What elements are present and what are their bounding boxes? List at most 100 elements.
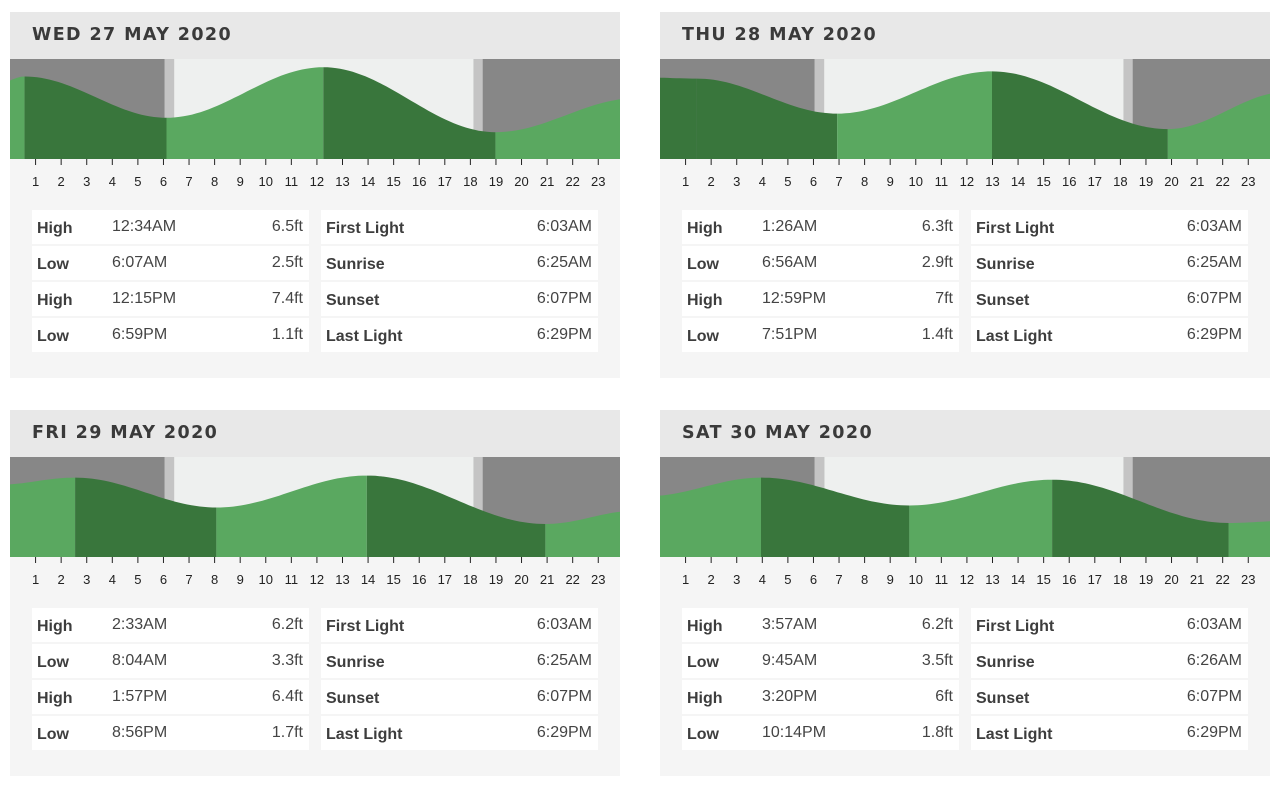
sun-row: Sunrise 6:25AM bbox=[971, 246, 1248, 280]
tide-time: 6:56AM bbox=[762, 254, 818, 271]
tide-type: High bbox=[687, 292, 723, 309]
tide-row: High 12:34AM 6.5ft bbox=[32, 210, 309, 244]
rising-tide-area bbox=[495, 99, 620, 159]
rising-tide-area bbox=[166, 67, 324, 159]
x-tick-label: 16 bbox=[412, 572, 426, 587]
x-tick-label: 1 bbox=[32, 572, 39, 587]
x-tick-label: 15 bbox=[1036, 174, 1050, 189]
tide-time: 6:59PM bbox=[112, 326, 168, 343]
falling-tide-area bbox=[366, 475, 546, 557]
tide-chart: 1 2 3 4 5 6 7 8 9 10 11 12 13 14 15 16 17 18 19 20 21 22 23 bbox=[10, 59, 620, 189]
tide-time: 12:34AM bbox=[112, 218, 177, 235]
sun-table: First Light 6:03AM Sunrise 6:25AM Sunset 6:… bbox=[971, 210, 1248, 354]
sun-label: Sunset bbox=[976, 690, 1030, 707]
tide-time: 12:59PM bbox=[762, 290, 827, 307]
x-tick-label: 7 bbox=[185, 572, 192, 587]
tide-time: 1:26AM bbox=[762, 218, 818, 235]
day-card: SAT 30 MAY 2020 1 2 3 4 5 6 7 8 9 10 11 12 13 14 15 16 1… bbox=[660, 410, 1270, 776]
x-tick-label: 12 bbox=[960, 174, 974, 189]
x-tick-label: 14 bbox=[361, 572, 375, 587]
x-tick-label: 15 bbox=[386, 572, 400, 587]
sun-row: Sunset 6:07PM bbox=[971, 282, 1248, 316]
x-tick-label: 20 bbox=[514, 174, 528, 189]
x-tick-label: 4 bbox=[109, 572, 116, 587]
rising-tide-area bbox=[216, 475, 367, 557]
sun-label: Sunset bbox=[326, 292, 380, 309]
dusk-twilight-band bbox=[1123, 59, 1133, 159]
x-tick-label: 11 bbox=[285, 572, 299, 587]
x-tick-label: 17 bbox=[1088, 572, 1102, 587]
x-tick-label: 11 bbox=[935, 572, 949, 587]
x-tick-label: 14 bbox=[361, 174, 375, 189]
x-tick-label: 7 bbox=[835, 572, 842, 587]
tide-type: Low bbox=[37, 256, 69, 273]
x-tick-label: 18 bbox=[1113, 572, 1127, 587]
tide-row: High 1:26AM 6.3ft bbox=[682, 210, 959, 244]
rising-tide-area bbox=[10, 477, 76, 557]
x-tick-label: 22 bbox=[1215, 572, 1229, 587]
sun-label: Sunrise bbox=[326, 654, 385, 671]
sun-label: Sunset bbox=[326, 690, 380, 707]
x-tick-label: 2 bbox=[58, 174, 65, 189]
x-tick-label: 5 bbox=[784, 572, 791, 587]
tide-row: Low 7:51PM 1.4ft bbox=[682, 318, 959, 352]
x-tick-label: 4 bbox=[109, 174, 116, 189]
falling-tide-area bbox=[761, 477, 910, 557]
tide-row: Low 6:59PM 1.1ft bbox=[32, 318, 309, 352]
sun-time: 6:25AM bbox=[536, 254, 592, 271]
tide-height: 6.4ft bbox=[271, 688, 303, 705]
tide-type: High bbox=[687, 220, 723, 237]
sun-row: Last Light 6:29PM bbox=[971, 716, 1248, 750]
sun-time: 6:03AM bbox=[536, 218, 592, 235]
sun-label: First Light bbox=[976, 220, 1055, 237]
x-tick-label: 13 bbox=[335, 174, 349, 189]
sun-time: 6:07PM bbox=[536, 290, 592, 307]
tide-table: High 12:34AM 6.5ft Low 6:07AM 2.5ft High 12:1… bbox=[32, 210, 309, 354]
x-tick-label: 1 bbox=[32, 174, 39, 189]
sun-label: Sunset bbox=[976, 292, 1030, 309]
falling-tide-area bbox=[323, 67, 496, 159]
x-tick-label: 6 bbox=[160, 572, 167, 587]
tide-table: High 1:26AM 6.3ft Low 6:56AM 2.9ft High 12:59… bbox=[682, 210, 959, 354]
sun-time: 6:07PM bbox=[536, 688, 592, 705]
x-tick-label: 3 bbox=[733, 572, 740, 587]
tide-row: Low 8:04AM 3.3ft bbox=[32, 644, 309, 678]
sun-row: Sunset 6:07PM bbox=[321, 282, 598, 316]
x-tick-label: 8 bbox=[861, 174, 868, 189]
sun-table: First Light 6:03AM Sunrise 6:25AM Sunset 6:… bbox=[321, 210, 598, 354]
tide-row: High 12:15PM 7.4ft bbox=[32, 282, 309, 316]
tide-type: High bbox=[687, 618, 723, 635]
tide-row: High 12:59PM 7ft bbox=[682, 282, 959, 316]
dawn-twilight-band bbox=[164, 59, 175, 159]
sun-time: 6:25AM bbox=[1186, 254, 1242, 271]
x-tick-label: 14 bbox=[1011, 174, 1025, 189]
x-tick-label: 14 bbox=[1011, 572, 1025, 587]
sun-label: Last Light bbox=[326, 726, 403, 743]
x-tick-label: 9 bbox=[237, 174, 244, 189]
rising-tide-area bbox=[1228, 521, 1270, 557]
x-tick-label: 22 bbox=[565, 174, 579, 189]
dawn-twilight-band bbox=[814, 59, 825, 159]
tide-type: High bbox=[37, 618, 73, 635]
x-tick-label: 19 bbox=[489, 174, 503, 189]
sun-time: 6:29PM bbox=[536, 724, 592, 741]
tide-row: Low 6:07AM 2.5ft bbox=[32, 246, 309, 280]
x-tick-label: 19 bbox=[1139, 572, 1153, 587]
x-tick-label: 10 bbox=[909, 572, 923, 587]
tide-type: Low bbox=[37, 328, 69, 345]
tide-height: 7ft bbox=[935, 290, 953, 307]
tide-height: 6.2ft bbox=[921, 616, 953, 633]
sun-time: 6:29PM bbox=[1186, 724, 1242, 741]
x-tick-label: 9 bbox=[887, 572, 894, 587]
tide-type: Low bbox=[37, 654, 69, 671]
day-title: FRI 29 MAY 2020 bbox=[10, 410, 620, 457]
x-tick-label: 3 bbox=[83, 572, 90, 587]
tide-height: 3.5ft bbox=[921, 652, 953, 669]
tide-table: High 2:33AM 6.2ft Low 8:04AM 3.3ft High 1:57P… bbox=[32, 608, 309, 752]
tide-type: Low bbox=[687, 726, 719, 743]
x-tick-label: 21 bbox=[540, 572, 554, 587]
x-tick-label: 15 bbox=[1036, 572, 1050, 587]
x-tick-label: 9 bbox=[887, 174, 894, 189]
day-card: FRI 29 MAY 2020 1 2 3 4 5 6 7 8 9 10 11 12 13 14 15 16 1… bbox=[10, 410, 620, 776]
